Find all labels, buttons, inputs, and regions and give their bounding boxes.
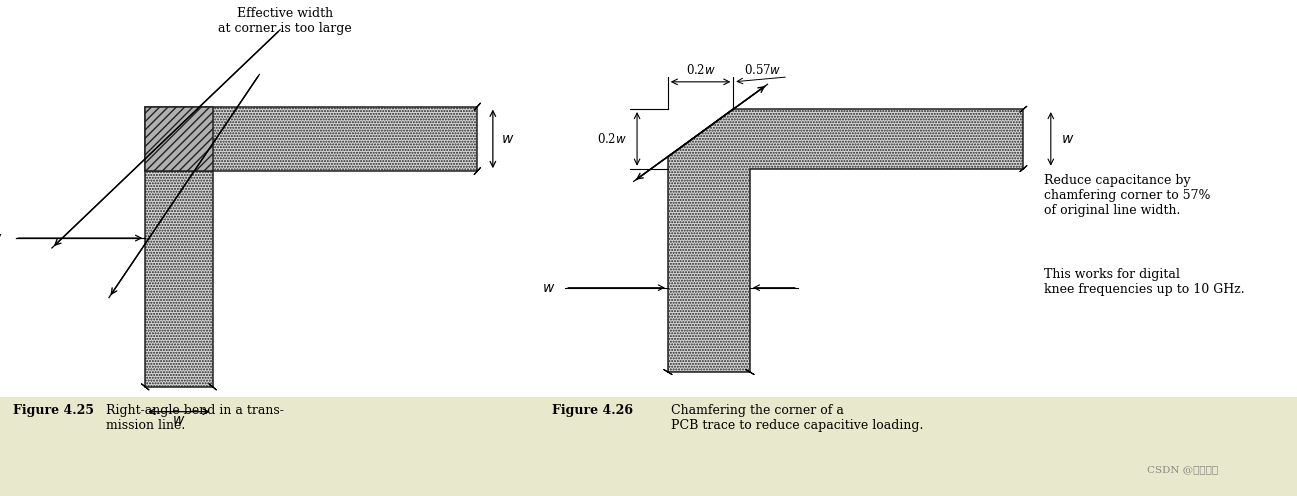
Bar (0, 397, 571, 496)
Text: Right-angle bend in a trans-
mission line.: Right-angle bend in a trans- mission lin… (106, 404, 284, 432)
Text: $w$: $w$ (0, 231, 3, 245)
Text: 0.57$w$: 0.57$w$ (743, 63, 781, 77)
Polygon shape (145, 171, 213, 387)
Text: Figure 4.25: Figure 4.25 (13, 404, 93, 417)
Text: Chamfering the corner of a
PCB trace to reduce capacitive loading.: Chamfering the corner of a PCB trace to … (672, 404, 923, 432)
Text: Reduce capacitance by
chamfering corner to 57%
of original line width.: Reduce capacitance by chamfering corner … (1044, 174, 1210, 217)
Text: $w$: $w$ (501, 132, 514, 146)
Bar (545, 397, 1297, 496)
Polygon shape (145, 107, 213, 171)
Text: CSDN @牧神园地: CSDN @牧神园地 (1147, 465, 1218, 474)
Text: $w$: $w$ (173, 413, 185, 427)
Polygon shape (145, 107, 477, 171)
Text: 0.2$w$: 0.2$w$ (686, 63, 716, 77)
Polygon shape (668, 109, 1023, 372)
Text: $w$: $w$ (542, 281, 555, 295)
Text: This works for digital
knee frequencies up to 10 GHz.: This works for digital knee frequencies … (1044, 268, 1245, 296)
Text: Figure 4.26: Figure 4.26 (551, 404, 633, 417)
Text: Effective width
at corner is too large: Effective width at corner is too large (218, 7, 353, 35)
Text: 0.2$w$: 0.2$w$ (597, 132, 626, 146)
Text: $w$: $w$ (1061, 132, 1074, 146)
